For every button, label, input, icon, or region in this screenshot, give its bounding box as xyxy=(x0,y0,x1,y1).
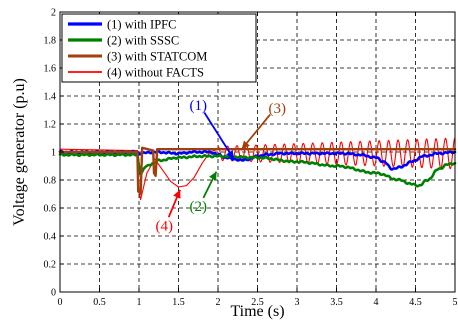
annotation-arrow xyxy=(203,112,235,160)
x-tick-label: 1 xyxy=(137,297,142,308)
legend: (1) with IPFC (2) with SSSC (3) with STATC… xyxy=(61,13,257,83)
annotation-arrowhead xyxy=(173,189,181,199)
y-tick-label: 2 xyxy=(51,8,56,19)
series-line-3 xyxy=(58,146,457,196)
x-tick-label: 4.5 xyxy=(409,297,422,308)
x-axis-title: Time (s) xyxy=(230,303,284,320)
legend-label: (4) without FACTS xyxy=(107,66,204,80)
tick-labels: 0 0.5 1 1.5 2 2.5 3 3.5 4 4.5 5 0 0.2 0.4 0.6 0.8 1 1.2 1.… xyxy=(44,8,458,309)
x-tick-label: 3.5 xyxy=(330,297,343,308)
y-tick-label: 0.4 xyxy=(44,232,57,243)
x-tick-label: 2.5 xyxy=(251,297,264,308)
y-axis-title: Voltage generator (p.u) xyxy=(11,78,28,226)
annotations: (1) (3) (2) (4) xyxy=(156,98,286,234)
series-line-2 xyxy=(58,152,457,188)
x-tick-label: 1.5 xyxy=(172,297,185,308)
legend-label: (2) with SSSC xyxy=(107,34,179,48)
annotation-label: (1) xyxy=(190,98,208,114)
x-tick-label: 5 xyxy=(453,297,458,308)
x-tick-label: 0 xyxy=(58,297,63,308)
annotation-label: (3) xyxy=(269,101,287,117)
plot-frame xyxy=(59,11,456,293)
y-tick-label: 1 xyxy=(51,148,56,159)
x-tick-label: 4 xyxy=(374,297,379,308)
y-tick-label: 1.6 xyxy=(44,64,57,75)
annotation-label: (4) xyxy=(156,218,174,234)
annotation-label: (2) xyxy=(190,199,208,215)
legend-label: (3) with STATCOM xyxy=(107,50,207,64)
annotation-arrowhead xyxy=(226,150,234,159)
y-tick-label: 0.8 xyxy=(44,176,57,187)
y-tick-label: 0.6 xyxy=(44,204,57,215)
y-tick-label: 1.4 xyxy=(44,92,57,103)
annotation-arrowhead xyxy=(241,140,250,150)
x-tick-label: 2 xyxy=(216,297,221,308)
y-tick-label: 0 xyxy=(51,288,56,299)
y-tick-label: 1.8 xyxy=(44,36,57,47)
annotation-arrowhead xyxy=(209,171,217,181)
x-tick-label: 3 xyxy=(295,297,300,308)
legend-label: (1) with IPFC xyxy=(107,18,176,32)
y-tick-label: 1.2 xyxy=(44,120,57,131)
series-line-4 xyxy=(59,137,456,201)
x-tick-label: 0.5 xyxy=(93,297,106,308)
plot-lines xyxy=(58,137,457,201)
y-tick-label: 0.2 xyxy=(44,260,57,271)
